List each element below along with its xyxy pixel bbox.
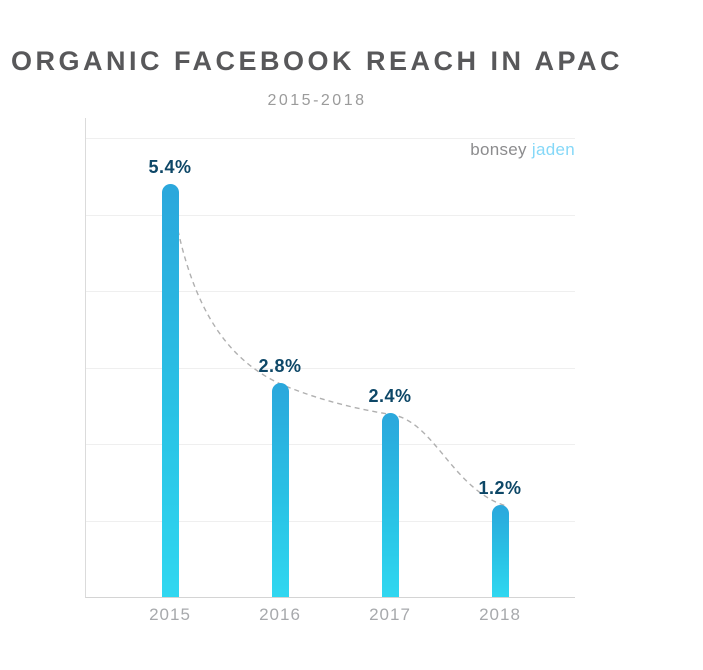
bar-2017 xyxy=(381,413,399,597)
year-label-2018: 2018 xyxy=(479,605,521,624)
chart-subtitle: 2015-2018 xyxy=(267,92,367,109)
gridline xyxy=(86,215,575,216)
year-label-2015: 2015 xyxy=(149,605,191,624)
year-label-2016: 2016 xyxy=(259,605,301,624)
brand-logo-jaden: jaden xyxy=(531,140,575,159)
trend-path xyxy=(169,185,508,507)
chart-title: ORGANIC FACEBOOK REACH IN APAC xyxy=(10,46,623,76)
gridline xyxy=(86,368,575,369)
value-label-2016: 2.8% xyxy=(258,356,302,376)
brand-logo-bonsey: bonsey xyxy=(470,140,527,159)
year-label-2017: 2017 xyxy=(369,605,411,624)
plot-area: bonsey jaden 5.4% 2015 2.8% 2016 2.4% 2017 1.2… xyxy=(85,118,575,624)
value-label-2018: 1.2% xyxy=(478,478,522,498)
bar-2018 xyxy=(491,505,509,597)
chart-header: ORGANIC FACEBOOK REACH IN APAC 2015-2018 xyxy=(0,46,634,110)
brand-logo: bonsey jaden xyxy=(470,140,575,160)
value-label-2017: 2.4% xyxy=(368,386,412,406)
gridline xyxy=(86,291,575,292)
gridline xyxy=(86,444,575,445)
gridline xyxy=(86,521,575,522)
value-label-2015: 5.4% xyxy=(148,157,192,177)
bar-2015 xyxy=(161,184,179,597)
bar-2016 xyxy=(271,383,289,597)
gridline xyxy=(86,138,575,139)
